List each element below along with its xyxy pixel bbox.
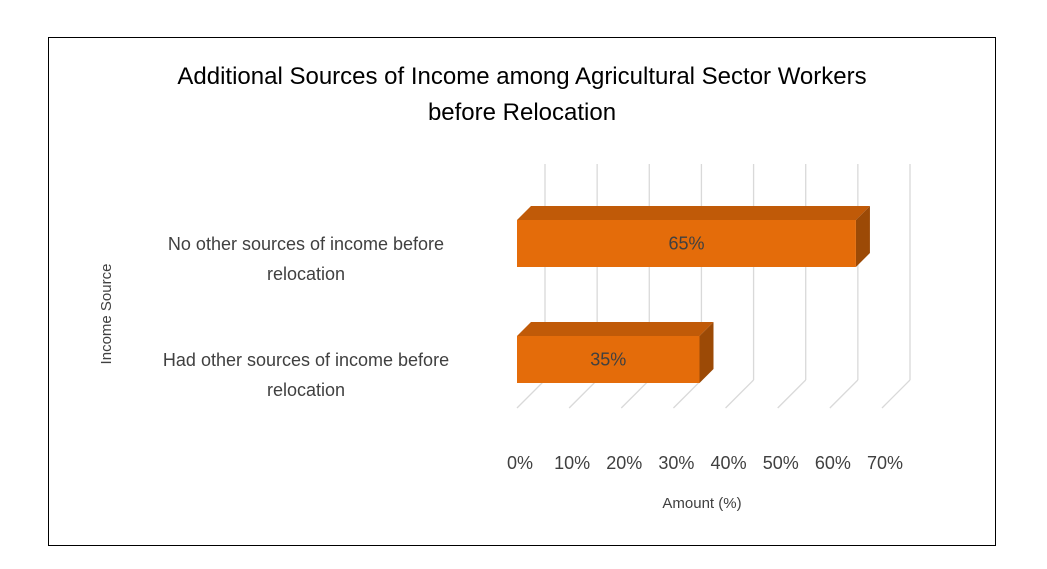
chart-frame: 65% 35% Additional Sources of Income among… — [48, 37, 996, 546]
bar — [517, 336, 700, 383]
bar-side-face — [855, 206, 870, 267]
x-tick-label: 20% — [606, 453, 642, 473]
bar-top-face — [517, 322, 714, 336]
data-label: 65% — [668, 234, 704, 254]
gridline-floor — [777, 379, 807, 409]
gridline-floor — [672, 379, 702, 409]
gridline-floor — [568, 379, 598, 409]
category-label: Had other sources of income before — [163, 350, 449, 370]
chart-title: before Relocation — [428, 99, 616, 126]
x-tick-label: 60% — [815, 453, 851, 473]
chart-svg: 65% 35% Additional Sources of Income among… — [98, 63, 911, 512]
y-axis-title: Income Source — [98, 264, 115, 365]
chart-title: Additional Sources of Income among Agric… — [177, 63, 866, 90]
x-axis-title: Amount (%) — [662, 495, 741, 512]
bar-top-face — [517, 206, 870, 220]
gridline-floor — [516, 379, 546, 409]
x-tick-label: 50% — [763, 453, 799, 473]
bar-side-face — [699, 322, 714, 383]
x-tick-label: 70% — [867, 453, 903, 473]
category-label: relocation — [267, 380, 345, 400]
x-tick-label: 0% — [507, 453, 533, 473]
text-labels: 65% 35% Additional Sources of Income among… — [98, 63, 903, 512]
gridline-floor — [881, 379, 911, 409]
x-tick-label: 40% — [711, 453, 747, 473]
gridline-floor — [725, 379, 755, 409]
category-label: relocation — [267, 264, 345, 284]
x-tick-label: 10% — [554, 453, 590, 473]
bar — [517, 220, 856, 267]
gridline-floor — [829, 379, 859, 409]
data-label: 35% — [590, 350, 626, 370]
category-label: No other sources of income before — [168, 234, 444, 254]
gridline-floor — [620, 379, 650, 409]
gridlines — [516, 164, 911, 409]
bars — [517, 206, 870, 383]
x-tick-label: 30% — [658, 453, 694, 473]
